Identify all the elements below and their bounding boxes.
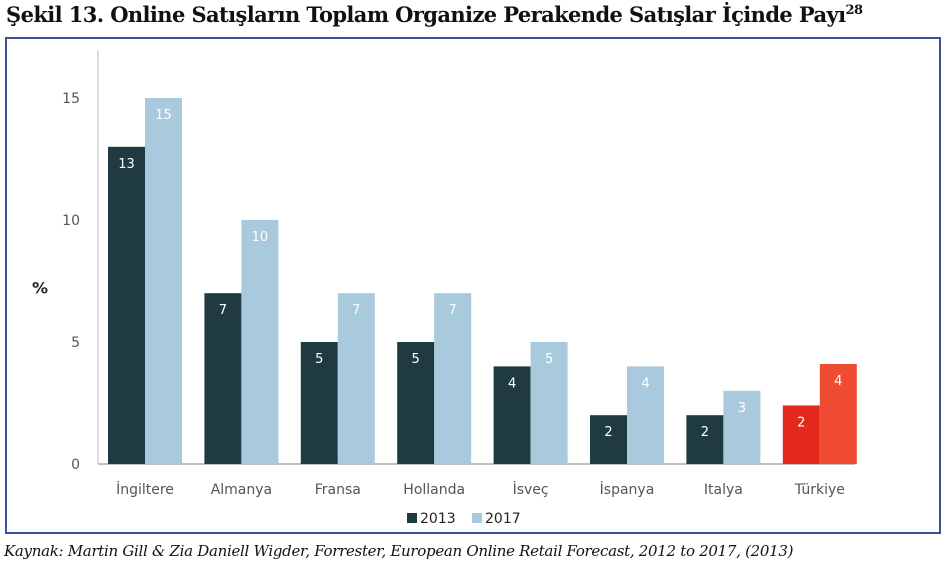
bar-2013-İngiltere <box>108 146 145 465</box>
x-tick-label: İngiltere <box>116 480 174 498</box>
title-text: Şekil 13. Online Satışların Toplam Organ… <box>6 2 846 27</box>
bar-2013-İspanya <box>590 415 627 464</box>
data-label: 5 <box>545 352 553 367</box>
data-label: 7 <box>219 303 227 318</box>
data-label: 2 <box>604 425 612 440</box>
bar-2017-Hollanda <box>434 293 472 464</box>
bar-2017-Italya <box>723 390 761 464</box>
bar-2017-Türkiye <box>819 363 857 464</box>
chart-frame <box>5 37 941 534</box>
legend-label: 2017 <box>485 511 521 527</box>
data-label: 5 <box>412 352 420 367</box>
x-tick-label: Türkiye <box>794 482 845 498</box>
data-label: 7 <box>449 303 457 318</box>
data-label: 4 <box>641 376 649 391</box>
bar-2017-İspanya <box>627 366 664 464</box>
x-tick-label: Hollanda <box>403 482 465 498</box>
data-label: 15 <box>155 108 172 123</box>
data-label: 4 <box>834 374 842 389</box>
data-label: 3 <box>738 401 746 416</box>
bar-2013-İsveç <box>493 366 531 464</box>
x-tick-label: İspanya <box>600 480 655 498</box>
y-axis-label: % <box>32 278 48 297</box>
data-label: 10 <box>252 230 269 245</box>
legend-swatch-2013 <box>407 513 417 523</box>
bar-2017-Fransa <box>337 293 375 464</box>
title-footnote: 28 <box>845 3 864 18</box>
figure-title: Şekil 13. Online Satışların Toplam Organ… <box>6 2 864 27</box>
bar-2017-İsveç <box>530 342 568 464</box>
x-tick-label: Fransa <box>315 482 361 498</box>
bar-2013-Fransa <box>300 342 338 464</box>
bar-2017-İngiltere <box>145 98 182 464</box>
data-label: 13 <box>118 157 135 172</box>
y-tick-label: 15 <box>62 91 80 107</box>
data-label: 2 <box>701 425 709 440</box>
y-tick-label: 10 <box>62 213 80 229</box>
bar-2013-Italya <box>686 415 724 464</box>
bar-2013-Almanya <box>204 293 242 464</box>
bar-2013-Hollanda <box>397 342 435 464</box>
y-tick-label: 0 <box>71 457 80 473</box>
y-tick-label: 5 <box>71 335 80 351</box>
source-note: Kaynak: Martin Gill & Zia Daniell Wigder… <box>4 542 794 560</box>
data-label: 5 <box>315 352 323 367</box>
data-label: 2 <box>797 415 805 430</box>
bar-2013-Türkiye <box>782 405 820 464</box>
x-tick-label: İsveç <box>513 480 549 498</box>
data-label: 7 <box>352 303 360 318</box>
x-tick-label: Almanya <box>211 482 272 498</box>
legend-swatch-2017 <box>472 513 482 523</box>
bar-2017-Almanya <box>241 220 279 464</box>
data-label: 4 <box>508 376 516 391</box>
legend-label: 2013 <box>420 511 456 527</box>
x-tick-label: Italya <box>704 482 743 498</box>
